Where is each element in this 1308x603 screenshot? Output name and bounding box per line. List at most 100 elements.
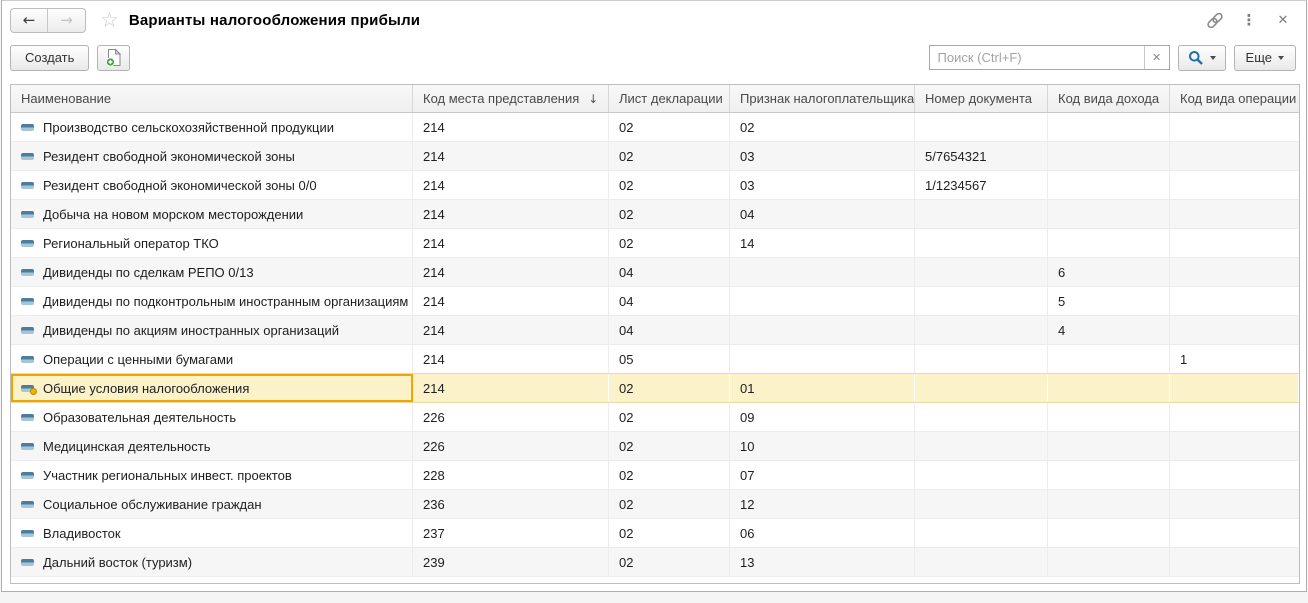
table-cell[interactable] <box>915 200 1048 228</box>
get-link-icon[interactable] <box>1204 9 1226 31</box>
table-cell[interactable] <box>1170 403 1299 431</box>
table-cell[interactable] <box>1170 490 1299 518</box>
table-row[interactable]: Образовательная деятельность 226 02 09 <box>11 403 1299 432</box>
table-cell[interactable] <box>1048 548 1170 576</box>
table-cell[interactable] <box>1048 113 1170 141</box>
table-row[interactable]: Медицинская деятельность 226 02 10 <box>11 432 1299 461</box>
column-header[interactable]: Код вида дохода <box>1048 85 1170 112</box>
table-cell[interactable]: Участник региональных инвест. проектов <box>11 461 413 489</box>
column-header[interactable]: Номер документа <box>915 85 1048 112</box>
table-cell[interactable]: 07 <box>730 461 915 489</box>
table-cell[interactable]: Резидент свободной экономической зоны 0/… <box>11 171 413 199</box>
table-cell[interactable]: 02 <box>609 548 730 576</box>
table-cell[interactable]: 237 <box>413 519 609 547</box>
table-cell[interactable] <box>1170 229 1299 257</box>
table-cell[interactable] <box>915 316 1048 344</box>
table-row[interactable]: Социальное обслуживание граждан 236 02 12 <box>11 490 1299 519</box>
table-row[interactable]: Резидент свободной экономической зоны 214… <box>11 142 1299 171</box>
table-cell[interactable] <box>1170 316 1299 344</box>
table-cell[interactable] <box>730 258 915 286</box>
table-cell[interactable]: 6 <box>1048 258 1170 286</box>
more-button[interactable]: Еще <box>1233 44 1296 71</box>
table-cell[interactable]: 5 <box>1048 287 1170 315</box>
table-cell[interactable]: 04 <box>609 316 730 344</box>
table-row[interactable]: Общие условия налогообложения 214 02 01 <box>11 373 1299 403</box>
table-row[interactable]: Дивиденды по сделкам РЕПО 0/13 214 04 6 <box>11 258 1299 287</box>
back-button[interactable]: ← <box>11 8 48 32</box>
table-cell[interactable] <box>915 432 1048 460</box>
table-cell[interactable]: 214 <box>413 287 609 315</box>
favorite-star-icon[interactable]: ☆ <box>100 7 119 32</box>
table-cell[interactable]: 214 <box>413 171 609 199</box>
table-cell[interactable] <box>915 490 1048 518</box>
search-clear-button[interactable]: ✕ <box>1143 46 1169 69</box>
table-cell[interactable]: 02 <box>730 113 915 141</box>
table-cell[interactable]: 02 <box>609 171 730 199</box>
table-cell[interactable] <box>1048 345 1170 373</box>
column-header[interactable]: Код вида операции <box>1170 85 1299 112</box>
table-cell[interactable]: Общие условия налогообложения <box>11 374 413 402</box>
table-cell[interactable] <box>915 287 1048 315</box>
table-cell[interactable] <box>1048 374 1170 402</box>
table-cell[interactable]: 214 <box>413 345 609 373</box>
table-cell[interactable]: 239 <box>413 548 609 576</box>
table-cell[interactable] <box>915 403 1048 431</box>
copy-button[interactable] <box>97 44 131 71</box>
table-cell[interactable] <box>1170 432 1299 460</box>
table-cell[interactable] <box>1048 403 1170 431</box>
table-cell[interactable]: 214 <box>413 113 609 141</box>
table-cell[interactable]: Дивиденды по подконтрольным иностранным … <box>11 287 413 315</box>
table-cell[interactable]: 226 <box>413 403 609 431</box>
table-cell[interactable] <box>915 548 1048 576</box>
table-cell[interactable]: 04 <box>609 287 730 315</box>
table-cell[interactable] <box>915 374 1048 402</box>
table-cell[interactable]: Операции с ценными бумагами <box>11 345 413 373</box>
table-row[interactable]: Резидент свободной экономической зоны 0/… <box>11 171 1299 200</box>
table-cell[interactable] <box>1170 548 1299 576</box>
table-cell[interactable]: Владивосток <box>11 519 413 547</box>
table-cell[interactable] <box>915 345 1048 373</box>
table-cell[interactable] <box>1048 490 1170 518</box>
table-cell[interactable]: 01 <box>730 374 915 402</box>
table-row[interactable]: Добыча на новом морском месторождении 214… <box>11 200 1299 229</box>
table-cell[interactable]: Производство сельскохозяйственной продук… <box>11 113 413 141</box>
column-header[interactable]: Признак налогоплательщика <box>730 85 915 112</box>
table-cell[interactable] <box>1048 142 1170 170</box>
table-cell[interactable] <box>1048 171 1170 199</box>
close-icon[interactable]: ✕ <box>1277 12 1289 28</box>
table-cell[interactable]: Дальний восток (туризм) <box>11 548 413 576</box>
table-cell[interactable] <box>1170 461 1299 489</box>
table-cell[interactable]: 10 <box>730 432 915 460</box>
table-cell[interactable]: Дивиденды по сделкам РЕПО 0/13 <box>11 258 413 286</box>
table-cell[interactable]: 4 <box>1048 316 1170 344</box>
table-cell[interactable]: 214 <box>413 316 609 344</box>
table-cell[interactable] <box>1048 229 1170 257</box>
table-cell[interactable]: 03 <box>730 142 915 170</box>
forward-button[interactable]: → <box>48 9 85 32</box>
table-row[interactable]: Региональный оператор ТКО 214 02 14 <box>11 229 1299 258</box>
table-cell[interactable]: Дивиденды по акциям иностранных организа… <box>11 316 413 344</box>
table-cell[interactable]: 02 <box>609 403 730 431</box>
table-cell[interactable] <box>1170 519 1299 547</box>
table-cell[interactable]: 14 <box>730 229 915 257</box>
table-cell[interactable]: 02 <box>609 113 730 141</box>
table-cell[interactable]: 5/7654321 <box>915 142 1048 170</box>
table-cell[interactable] <box>1170 287 1299 315</box>
table-cell[interactable] <box>1048 432 1170 460</box>
table-cell[interactable] <box>1048 200 1170 228</box>
table-cell[interactable]: Резидент свободной экономической зоны <box>11 142 413 170</box>
table-cell[interactable]: Социальное обслуживание граждан <box>11 490 413 518</box>
table-cell[interactable]: 226 <box>413 432 609 460</box>
table-cell[interactable] <box>1170 113 1299 141</box>
table-cell[interactable]: 1 <box>1170 345 1299 373</box>
table-row[interactable]: Владивосток 237 02 06 <box>11 519 1299 548</box>
table-row[interactable]: Дальний восток (туризм) 239 02 13 <box>11 548 1299 577</box>
table-cell[interactable] <box>730 316 915 344</box>
table-row[interactable]: Дивиденды по подконтрольным иностранным … <box>11 287 1299 316</box>
table-cell[interactable]: 09 <box>730 403 915 431</box>
table-cell[interactable] <box>1170 374 1299 402</box>
table-cell[interactable] <box>915 229 1048 257</box>
table-cell[interactable]: 06 <box>730 519 915 547</box>
table-row[interactable]: Участник региональных инвест. проектов 22… <box>11 461 1299 490</box>
table-cell[interactable]: 214 <box>413 258 609 286</box>
